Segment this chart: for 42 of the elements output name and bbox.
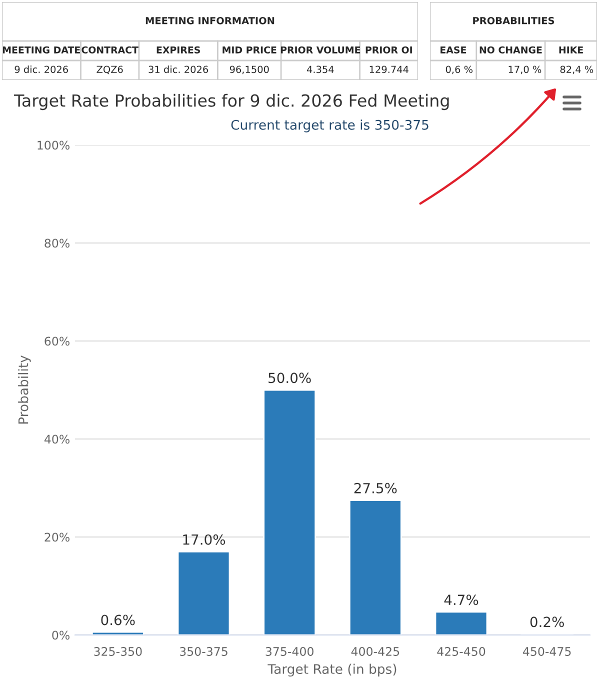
x-tick-label: 425-450 bbox=[437, 647, 486, 656]
data-label: 0.6% bbox=[101, 614, 135, 626]
data-label: 27.5% bbox=[354, 482, 397, 494]
text: 129.744 bbox=[370, 66, 408, 74]
category-label: EASE bbox=[440, 46, 466, 54]
x-tick-label: 375-400 bbox=[266, 647, 314, 656]
y-tick-label: 100% bbox=[38, 140, 70, 150]
text: 0,6 % bbox=[446, 66, 473, 74]
chart-subtitle: Current target rate is 350-375 bbox=[231, 120, 428, 132]
category-label: MEETING DATE bbox=[2, 46, 80, 54]
x-tick-label: 325-350 bbox=[94, 647, 142, 656]
text: MEETING INFORMATION bbox=[146, 16, 274, 24]
y-tick-label: 40% bbox=[44, 434, 70, 444]
data-label: 50.0% bbox=[268, 372, 311, 384]
category-label: HIKE bbox=[559, 46, 583, 54]
y-axis-title: Probability bbox=[18, 356, 31, 424]
y-tick-label: 0% bbox=[52, 630, 70, 640]
x-tick-label: 450-475 bbox=[522, 647, 571, 656]
y-tick-label: 60% bbox=[44, 336, 70, 346]
y-tick-label: 80% bbox=[44, 238, 70, 248]
data-label: 17.0% bbox=[183, 534, 226, 545]
category-label: PRIOR OI bbox=[366, 46, 412, 54]
text: 9 dic. 2026 bbox=[14, 66, 68, 74]
category-label: NO CHANGE bbox=[480, 46, 542, 54]
text: 96,1500 bbox=[230, 66, 269, 74]
x-axis-title: Target Rate (in bps) bbox=[268, 664, 396, 677]
text: ZQZ6 bbox=[96, 66, 123, 74]
x-tick-label: 400-425 bbox=[351, 647, 400, 656]
text: 4.354 bbox=[306, 66, 334, 74]
category-label: CONTRACT bbox=[82, 46, 138, 54]
chart-title: Target Rate Probabilities for 9 dic. 2026 Fed Meeting bbox=[14, 94, 449, 110]
data-label: 4.7% bbox=[444, 594, 478, 606]
category-label: EXPIRES bbox=[156, 46, 200, 54]
text: 31 dic. 2026 bbox=[148, 66, 208, 74]
category-label: PRIOR VOLUME bbox=[280, 46, 360, 54]
x-tick-label: 350-375 bbox=[180, 647, 228, 656]
text: 82,4 % bbox=[560, 66, 594, 74]
y-tick-label: 20% bbox=[44, 532, 70, 542]
text: PROBABILITIES bbox=[473, 16, 554, 24]
category-label: MID PRICE bbox=[222, 46, 276, 54]
text: 17,0 % bbox=[508, 66, 542, 74]
data-label: 0.2% bbox=[530, 616, 564, 628]
